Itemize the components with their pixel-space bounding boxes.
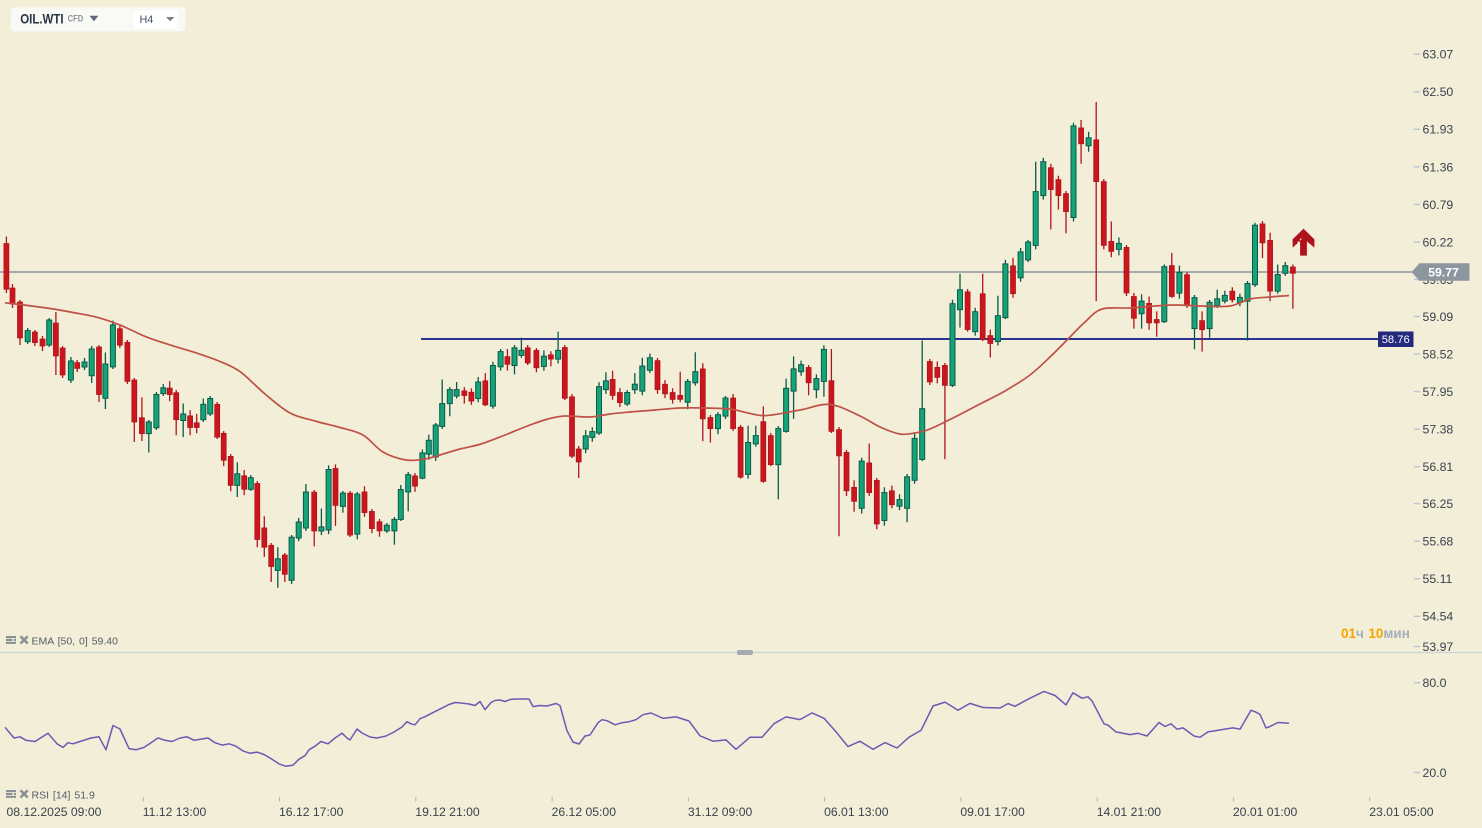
svg-text:62.50: 62.50 bbox=[1423, 85, 1454, 99]
svg-text:58.52: 58.52 bbox=[1423, 347, 1454, 361]
svg-text:80.0: 80.0 bbox=[1423, 676, 1447, 690]
svg-text:56.25: 56.25 bbox=[1423, 497, 1454, 511]
svg-text:59.09: 59.09 bbox=[1423, 310, 1454, 324]
svg-text:OIL.WTI: OIL.WTI bbox=[20, 10, 63, 26]
svg-text:57.38: 57.38 bbox=[1423, 423, 1454, 437]
svg-text:H4: H4 bbox=[140, 14, 154, 26]
svg-text:11.12 13:00: 11.12 13:00 bbox=[143, 805, 207, 819]
svg-text:09.01 17:00: 09.01 17:00 bbox=[960, 805, 1025, 819]
svg-text:55.11: 55.11 bbox=[1423, 572, 1453, 586]
svg-text:54.54: 54.54 bbox=[1423, 610, 1454, 624]
svg-text:EMA [50, 0] 59.40: EMA [50, 0] 59.40 bbox=[32, 636, 119, 648]
svg-text:60.22: 60.22 bbox=[1423, 235, 1454, 249]
svg-text:55.68: 55.68 bbox=[1423, 535, 1454, 549]
svg-text:RSI [14] 51.9: RSI [14] 51.9 bbox=[32, 790, 95, 802]
svg-text:26.12 05:00: 26.12 05:00 bbox=[552, 805, 617, 819]
svg-text:16.12 17:00: 16.12 17:00 bbox=[279, 805, 344, 819]
svg-text:56.81: 56.81 bbox=[1423, 460, 1454, 474]
svg-text:14.01 21:00: 14.01 21:00 bbox=[1097, 805, 1162, 819]
svg-text:59.77: 59.77 bbox=[1428, 266, 1459, 280]
svg-text:19.12 21:00: 19.12 21:00 bbox=[415, 805, 480, 819]
svg-text:20.0: 20.0 bbox=[1423, 766, 1447, 780]
svg-text:53.97: 53.97 bbox=[1423, 640, 1454, 654]
svg-text:61.93: 61.93 bbox=[1423, 123, 1454, 137]
svg-text:60.79: 60.79 bbox=[1423, 198, 1454, 212]
svg-text:06.01 13:00: 06.01 13:00 bbox=[824, 805, 889, 819]
svg-text:57.95: 57.95 bbox=[1423, 385, 1454, 399]
svg-text:61.36: 61.36 bbox=[1423, 160, 1454, 174]
svg-text:08.12.2025 09:00: 08.12.2025 09:00 bbox=[7, 805, 102, 819]
svg-text:31.12 09:00: 31.12 09:00 bbox=[688, 805, 753, 819]
svg-text:58.76: 58.76 bbox=[1382, 334, 1410, 346]
svg-text:23.01 05:00: 23.01 05:00 bbox=[1369, 805, 1434, 819]
svg-text:63.07: 63.07 bbox=[1423, 48, 1454, 62]
svg-text:CFD: CFD bbox=[68, 13, 84, 24]
svg-text:20.01 01:00: 20.01 01:00 bbox=[1233, 805, 1298, 819]
